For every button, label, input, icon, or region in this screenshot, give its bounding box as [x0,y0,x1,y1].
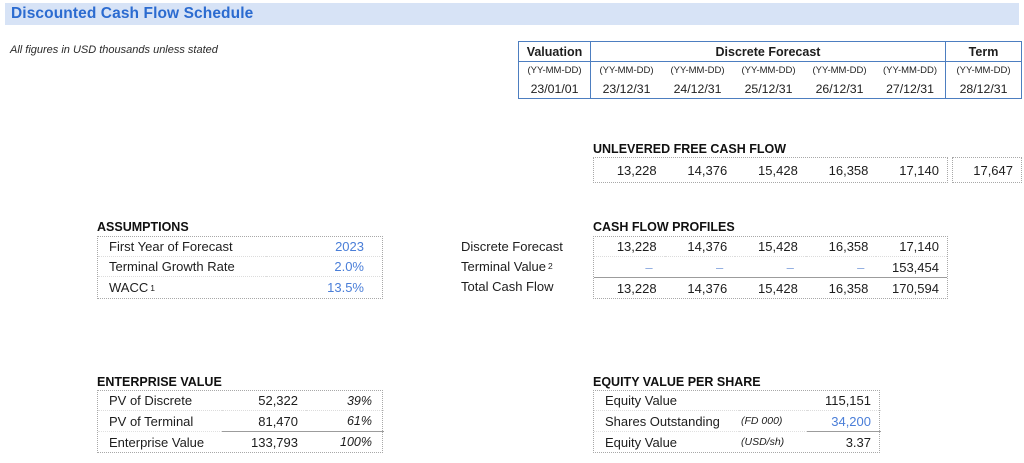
eq-unit-label [739,391,807,411]
enterprise-value-table: PV of Discrete 52,322 39% PV of Terminal… [97,390,384,453]
date-format-label: (YY-MM-DD) [741,65,796,76]
eq-row-label: Shares Outstanding [605,413,720,429]
enterprise-value-section-title: ENTERPRISE VALUE [97,375,222,389]
eq-row-label: Equity Value [594,431,739,452]
eq-unit-label: (USD/sh) [739,431,807,452]
assumption-label: First Year of Forecast [98,237,266,257]
cfp-row-label: Total Cash Flow [461,279,554,294]
equity-value-table: Equity Value 115,151 Shares Outstanding … [593,390,881,453]
equity-value-section-title: EQUITY VALUE PER SHARE [593,375,761,389]
cash-flow-profiles-table: 13,228 14,376 15,428 16,358 17,140 – – –… [593,236,948,299]
eq-unit-label: (FD 000) [741,415,783,427]
assumption-label: WACC 1 [109,280,155,295]
date-format-label: (YY-MM-DD) [812,65,867,76]
cfp-total-cell: 15,428 [735,277,806,298]
ufcf-value-cell: 17,140 [899,162,939,178]
ev-percent-cell: 39% [306,391,384,411]
forecast-date: 27/12/31 [875,79,946,98]
ufcf-term-value-cell: 17,647 [952,157,1022,183]
date-format-label: (YY-MM-DD) [956,65,1011,76]
cfp-value-cell: 16,358 [805,237,877,257]
eq-value-cell: 115,151 [807,391,881,411]
cfp-value-cell: 15,428 [735,237,806,257]
cfp-value-cell: 153,454 [891,259,939,275]
cfp-dash-cell: – [715,259,724,275]
cfp-row-label: Discrete Forecast [461,238,563,254]
assumptions-table: First Year of Forecast 2023 Terminal Gro… [97,236,383,299]
ufcf-value-cell: 16,358 [828,162,869,178]
cfp-dash-cell: – [786,259,794,275]
period-group-valuation: Valuation [519,42,591,62]
valuation-date: 23/01/01 [519,79,591,98]
cash-flow-profiles-section-title: CASH FLOW PROFILES [593,220,735,234]
date-format-label: (YY-MM-DD) [875,62,946,79]
term-date: 28/12/31 [959,81,1008,96]
cfp-total-cell: 13,228 [594,277,665,298]
ev-value-cell: 52,322 [222,391,306,411]
forecast-date: 24/12/31 [673,81,722,96]
ev-row-label: PV of Discrete [98,391,222,411]
period-header-table: Valuation Discrete Forecast Term (YY-MM-… [518,41,1022,99]
ev-total-label: Enterprise Value [98,431,222,452]
ev-value-cell: 81,470 [258,413,298,429]
date-format-label: (YY-MM-DD) [599,65,654,76]
period-group-term: Term [946,42,1021,62]
cash-flow-profiles-labels: Discrete Forecast Terminal Value 2 Total … [461,236,591,297]
cfp-dash-cell: – [645,259,653,275]
page-title-bar: Discounted Cash Flow Schedule [5,3,1019,25]
eq-row-label: Equity Value [594,391,739,411]
forecast-date: 25/12/31 [744,81,793,96]
assumption-value: 2.0% [266,257,382,277]
ufcf-section-title: UNLEVERED FREE CASH FLOW [593,142,787,156]
ev-total-percent-cell: 100% [306,431,384,452]
ev-percent-cell: 61% [346,414,372,428]
cfp-total-cell: 170,594 [876,277,947,298]
ufcf-row: 13,228 14,376 15,428 16,358 17,140 [593,157,948,183]
page-title: Discounted Cash Flow Schedule [11,5,254,22]
period-group-discrete-forecast: Discrete Forecast [591,42,946,62]
ufcf-value-cell: 15,428 [758,162,798,178]
cfp-value-cell: 13,228 [594,237,665,257]
eq-shares-value-cell: 34,200 [831,413,871,429]
cfp-total-cell: 14,376 [664,277,736,298]
date-format-label: (YY-MM-DD) [670,65,725,76]
assumption-value: 2023 [266,237,382,257]
cfp-row-label: Terminal Value 2 [461,258,553,274]
ev-total-value-cell: 133,793 [222,431,306,452]
assumptions-section-title: ASSUMPTIONS [97,220,189,234]
ev-row-label: PV of Terminal [109,413,194,429]
ufcf-value-cell: 14,376 [687,162,728,178]
forecast-date: 23/12/31 [602,81,651,96]
cfp-total-cell: 16,358 [805,277,877,298]
cfp-value-cell: 14,376 [664,237,736,257]
figures-note: All figures in USD thousands unless stat… [10,44,218,56]
cfp-value-cell: 17,140 [876,237,947,257]
assumption-value: 13.5% [327,280,364,295]
date-format-label: (YY-MM-DD) [519,62,591,79]
forecast-date: 26/12/31 [815,81,864,96]
ufcf-value-cell: 13,228 [616,162,657,178]
eq-per-share-value-cell: 3.37 [807,431,881,452]
cfp-dash-cell: – [857,259,865,275]
assumption-label: Terminal Growth Rate [98,257,266,277]
